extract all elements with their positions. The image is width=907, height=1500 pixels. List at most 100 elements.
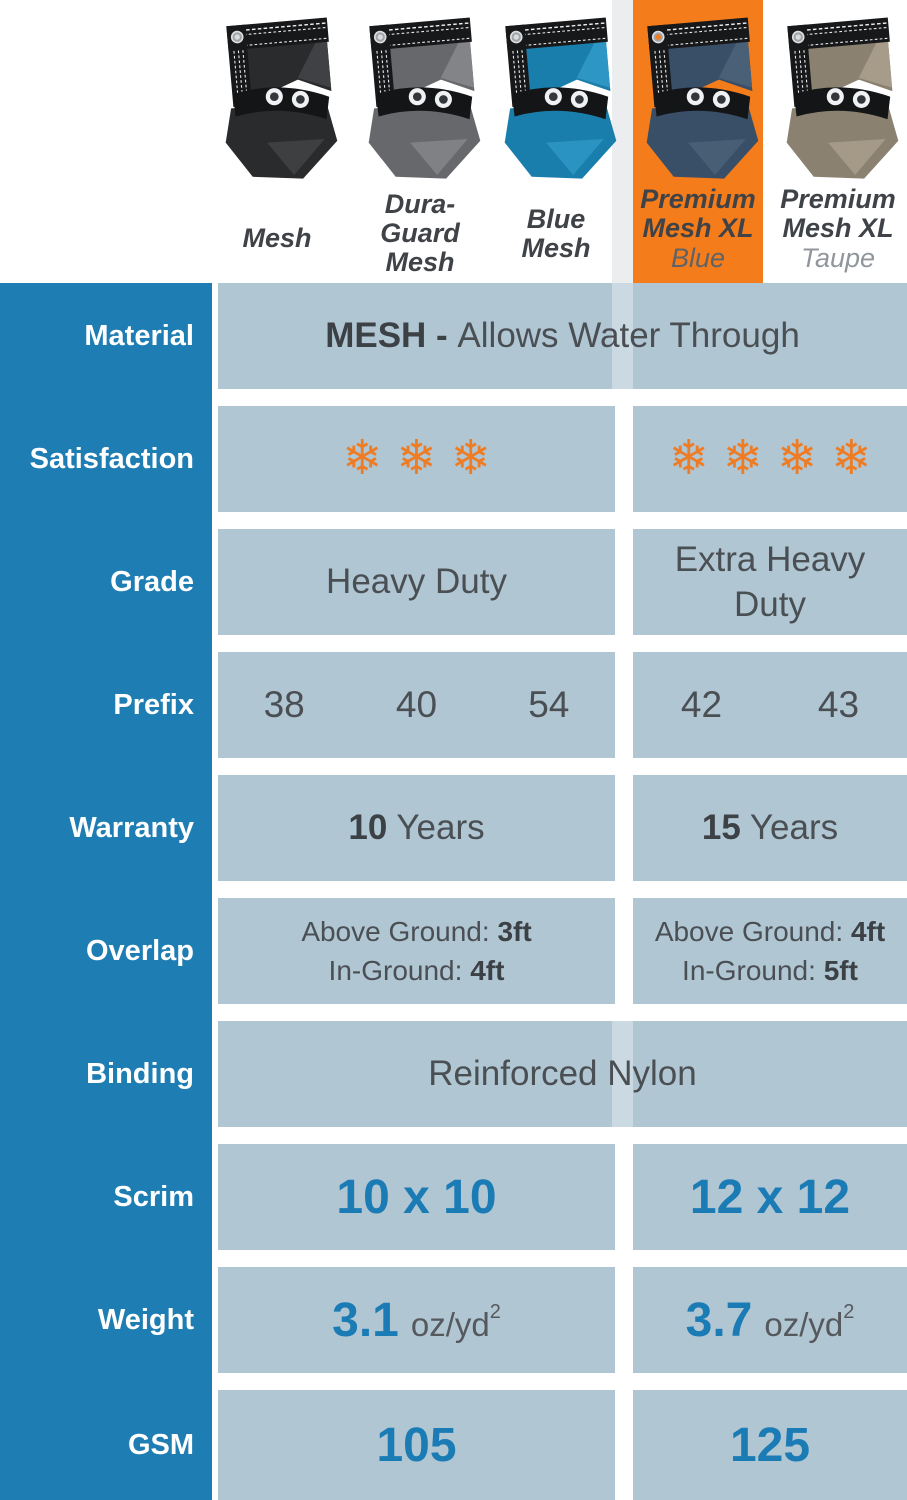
fabric-swatch-image xyxy=(504,17,617,179)
prefix-number: 43 xyxy=(817,684,860,725)
value-cell: 3.7 oz/yd2 xyxy=(633,1267,907,1373)
value-text: In-Ground: xyxy=(682,955,824,986)
product-card: Mesh xyxy=(202,4,352,279)
row-content: 10 x 10 12 x 12 xyxy=(218,1144,907,1250)
value-text: 15 xyxy=(701,808,741,847)
row-label: Scrim xyxy=(113,1180,194,1213)
cell-content: 105 xyxy=(376,1418,456,1473)
value-text: MESH - xyxy=(325,316,458,355)
value-text: In-Ground: xyxy=(328,955,471,986)
value-text: oz/yd xyxy=(410,1305,490,1343)
product-card: Premium Mesh XL Taupe xyxy=(763,4,907,279)
product-name-line: Mesh xyxy=(521,233,591,263)
row-label: Grade xyxy=(110,565,194,598)
cell-content: 3.1 oz/yd2 xyxy=(332,1293,501,1348)
value-text: 3.1 xyxy=(332,1293,399,1347)
value-text: Above Ground: xyxy=(301,916,498,947)
table-row: Satisfaction ❄ ❄ ❄ ❄ ❄ ❄ ❄ xyxy=(0,406,907,512)
value-cell: 38 40 54 xyxy=(218,652,615,758)
value-cell: Extra Heavy Duty xyxy=(633,529,907,635)
fabric-swatch-image xyxy=(786,17,899,179)
table-row: Binding Reinforced Nylon xyxy=(0,1021,907,1127)
header-gap-strip xyxy=(612,0,633,283)
table-row: Scrim 10 x 10 12 x 12 xyxy=(0,1144,907,1250)
product-name-line: Premium xyxy=(780,184,896,214)
row-content: ❄ ❄ ❄ ❄ ❄ ❄ ❄ xyxy=(218,406,907,512)
table-row: Weight 3.1 oz/yd2 3.7 oz/yd2 xyxy=(0,1267,907,1373)
product-name: Dura- Guard Mesh xyxy=(380,190,460,277)
row-label-column-bg xyxy=(0,283,212,1500)
cell-content: Heavy Duty xyxy=(326,562,507,602)
value-text: 4ft xyxy=(850,916,886,947)
cell-content: Above Ground: 4ft In-Ground: 5ft xyxy=(655,912,885,990)
row-label: Warranty xyxy=(69,811,194,844)
value-text: Years xyxy=(740,808,839,847)
products-row: Mesh xyxy=(0,0,907,283)
value-text: Above Ground: xyxy=(654,916,851,947)
snowflake-icon: ❄ xyxy=(831,432,872,485)
product-subtitle: Blue xyxy=(670,243,726,273)
cell-content: MESH - Allows Water Through xyxy=(325,316,800,356)
cell-content: 10 Years xyxy=(348,808,484,848)
cell-content: Reinforced Nylon xyxy=(428,1054,696,1094)
value-cell: 10 x 10 xyxy=(218,1144,615,1250)
product-name-line: Mesh xyxy=(242,223,312,253)
cell-content: ❄ ❄ ❄ ❄ xyxy=(662,435,879,483)
cell-content: ❄ ❄ ❄ xyxy=(335,435,498,483)
value-line: In-Ground: 4ft xyxy=(301,951,531,990)
row-content: Above Ground: 3ft In-Ground: 4ft Above Gro… xyxy=(218,898,907,1004)
value-cell: Reinforced Nylon xyxy=(218,1021,907,1127)
cell-content: 3.7 oz/yd2 xyxy=(686,1293,855,1348)
table-row: Material MESH - Allows Water Through xyxy=(0,283,907,389)
cell-content: 12 x 12 xyxy=(690,1170,850,1225)
value-text: 3ft xyxy=(497,916,532,947)
table-row: Grade Heavy Duty Extra Heavy Duty xyxy=(0,529,907,635)
cell-content: 15 Years xyxy=(702,808,838,848)
snowflake-icon: ❄ xyxy=(342,432,383,485)
prefix-number: 54 xyxy=(528,684,570,725)
snowflake-icon: ❄ xyxy=(668,432,709,485)
value-line: Above Ground: 3ft xyxy=(301,912,531,951)
value-text: Heavy Duty xyxy=(326,562,507,601)
value-text: 4ft xyxy=(470,955,505,986)
value-cell: Above Ground: 4ft In-Ground: 5ft xyxy=(633,898,907,1004)
product-subtitle: Taupe xyxy=(800,243,876,273)
value-cell: 105 xyxy=(218,1390,615,1500)
products-header: Mesh xyxy=(0,0,907,283)
table-row: Warranty 10 Years 15 Years xyxy=(0,775,907,881)
prefix-number: 42 xyxy=(680,684,723,725)
row-content: 3.1 oz/yd2 3.7 oz/yd2 xyxy=(218,1267,907,1373)
value-line: Above Ground: 4ft xyxy=(655,912,885,951)
value-text: Allows Water Through xyxy=(457,316,800,355)
fabric-swatch-image xyxy=(225,17,338,179)
value-cell: Above Ground: 3ft In-Ground: 4ft xyxy=(218,898,615,1004)
product-card: Dura- Guard Mesh xyxy=(345,4,495,279)
highlight-shade xyxy=(612,1021,633,1127)
snowflake-icon: ❄ xyxy=(722,432,763,485)
row-label: Overlap xyxy=(86,934,194,967)
fabric-swatch-image xyxy=(368,17,481,179)
product-name-line: Mesh XL xyxy=(782,213,894,243)
row-label: Binding xyxy=(86,1057,194,1090)
row-label: Satisfaction xyxy=(29,442,194,475)
value-cell: 125 xyxy=(633,1390,907,1500)
product-name-line: Mesh xyxy=(385,247,455,277)
value-text: 3.7 xyxy=(685,1293,753,1347)
product-name: Mesh xyxy=(242,224,311,253)
row-content: MESH - Allows Water Through xyxy=(218,283,907,389)
snowflake-icon: ❄ xyxy=(396,432,437,485)
cell-content: Above Ground: 3ft In-Ground: 4ft xyxy=(301,912,531,990)
value-text: 2 xyxy=(489,1300,501,1323)
prefix-number: 40 xyxy=(395,684,438,725)
value-cell: Heavy Duty xyxy=(218,529,615,635)
value-cell: MESH - Allows Water Through xyxy=(218,283,907,389)
value-text: oz/yd xyxy=(764,1305,844,1343)
snowflake-icon: ❄ xyxy=(777,432,818,485)
prefix-number: 38 xyxy=(263,684,305,725)
product-name-line: Guard xyxy=(380,218,460,248)
row-label: Weight xyxy=(97,1303,194,1336)
value-cell: 15 Years xyxy=(633,775,907,881)
value-text: 2 xyxy=(843,1300,855,1323)
value-cell: 3.1 oz/yd2 xyxy=(218,1267,615,1373)
